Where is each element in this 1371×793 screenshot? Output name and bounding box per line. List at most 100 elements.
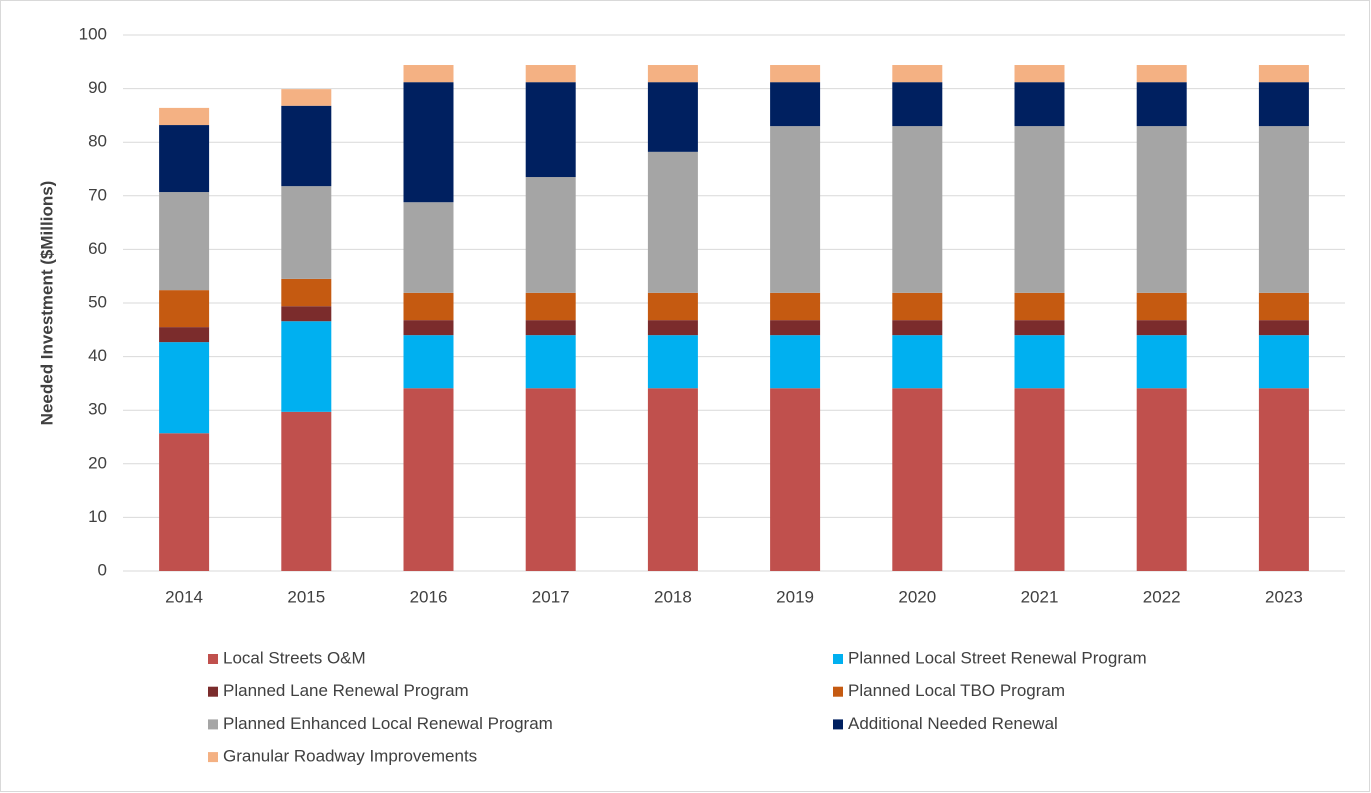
bar-segment (1258, 82, 1309, 127)
bar-segment (1014, 388, 1065, 571)
bar-segment (770, 82, 821, 127)
bar-segment (1258, 126, 1309, 293)
bar-segment (892, 292, 943, 321)
bar-segment (159, 107, 210, 126)
bar-segment (1014, 320, 1065, 336)
y-tick-label: 50 (88, 292, 107, 311)
y-tick-label: 30 (88, 400, 107, 419)
bar-segment (525, 65, 576, 83)
bar-segment (647, 320, 698, 336)
bar-segment (647, 292, 698, 321)
bar-segment (1136, 335, 1187, 389)
bar-segment (281, 306, 332, 322)
x-tick-label: 2014 (165, 587, 203, 606)
bar-segment (1136, 65, 1187, 83)
bar-segment (770, 388, 821, 571)
x-tick-label: 2023 (1265, 587, 1303, 606)
legend-swatch (833, 719, 843, 730)
bar-segment (403, 202, 454, 293)
y-tick-label: 20 (88, 453, 107, 472)
bar-segment (1258, 292, 1309, 321)
bar-segment (770, 126, 821, 293)
x-tick-label: 2022 (1143, 587, 1181, 606)
bar-segment (159, 342, 210, 434)
bar-segment (1136, 320, 1187, 336)
bar-segment (647, 65, 698, 83)
legend-label: Planned Lane Renewal Program (223, 681, 469, 700)
bar-segment (1258, 388, 1309, 571)
bar-segment (892, 335, 943, 389)
bar-segment (159, 327, 210, 343)
bar-segment (770, 292, 821, 321)
bar-segment (647, 82, 698, 152)
bar-segment (403, 82, 454, 203)
y-tick-label: 40 (88, 346, 107, 365)
legend-swatch (208, 752, 218, 763)
bar-segment (770, 65, 821, 83)
bar-segment (159, 433, 210, 571)
x-tick-label: 2016 (410, 587, 448, 606)
y-tick-label: 80 (88, 132, 107, 151)
bar-segment (281, 105, 332, 187)
bar-segment (1014, 292, 1065, 321)
y-tick-label: 60 (88, 239, 107, 258)
bar-segment (403, 320, 454, 336)
bar-segment (159, 192, 210, 291)
x-tick-label: 2018 (654, 587, 692, 606)
bar-segment (892, 320, 943, 336)
bar-segment (403, 65, 454, 83)
bar-segment (1136, 388, 1187, 571)
bar-segment (525, 335, 576, 389)
bar-segment (525, 388, 576, 571)
bar-segment (281, 321, 332, 412)
legend-label: Planned Enhanced Local Renewal Program (223, 714, 553, 733)
x-tick-label: 2019 (776, 587, 814, 606)
legend-swatch (833, 654, 843, 664)
bar-segment (525, 292, 576, 321)
y-tick-label: 10 (88, 507, 107, 526)
bar-segment (647, 335, 698, 389)
legend-label: Local Streets O&M (223, 648, 366, 667)
legend-label: Granular Roadway Improvements (223, 747, 477, 766)
x-tick-label: 2020 (898, 587, 936, 606)
bar-segment (1136, 126, 1187, 293)
bar-segment (892, 82, 943, 127)
bar-segment (1014, 65, 1065, 83)
bar-segment (403, 335, 454, 389)
x-tick-label: 2015 (287, 587, 325, 606)
y-tick-label: 90 (88, 78, 107, 97)
bar-segment (892, 65, 943, 83)
bar-segment (1258, 65, 1309, 83)
bar-segment (1014, 335, 1065, 389)
y-tick-label: 100 (79, 24, 107, 43)
bar-segment (525, 320, 576, 336)
bar-segment (281, 89, 332, 106)
bar-segment (647, 151, 698, 293)
bar-segment (525, 177, 576, 293)
legend-swatch (208, 686, 218, 697)
bar-segment (281, 278, 332, 307)
legend-label: Additional Needed Renewal (848, 714, 1058, 733)
bar-segment (281, 186, 332, 279)
bar-segment (1258, 320, 1309, 336)
legend-swatch (208, 719, 218, 730)
bar-segment (770, 335, 821, 389)
bar-segment (647, 388, 698, 571)
y-axis-label: Needed Investment ($Millions) (37, 181, 56, 426)
bar-segment (525, 82, 576, 178)
bar-segment (1014, 126, 1065, 293)
bar-segment (159, 125, 210, 193)
x-tick-label: 2021 (1021, 587, 1059, 606)
bar-segment (281, 411, 332, 571)
bar-segment (1014, 82, 1065, 127)
bar-segment (403, 292, 454, 321)
legend-swatch (833, 686, 843, 697)
bar-segment (770, 320, 821, 336)
legend-label: Planned Local Street Renewal Program (848, 648, 1147, 667)
y-tick-label: 70 (88, 185, 107, 204)
y-tick-label: 0 (98, 560, 107, 579)
x-tick-label: 2017 (532, 587, 570, 606)
bar-segment (403, 388, 454, 571)
bar-segment (892, 126, 943, 293)
